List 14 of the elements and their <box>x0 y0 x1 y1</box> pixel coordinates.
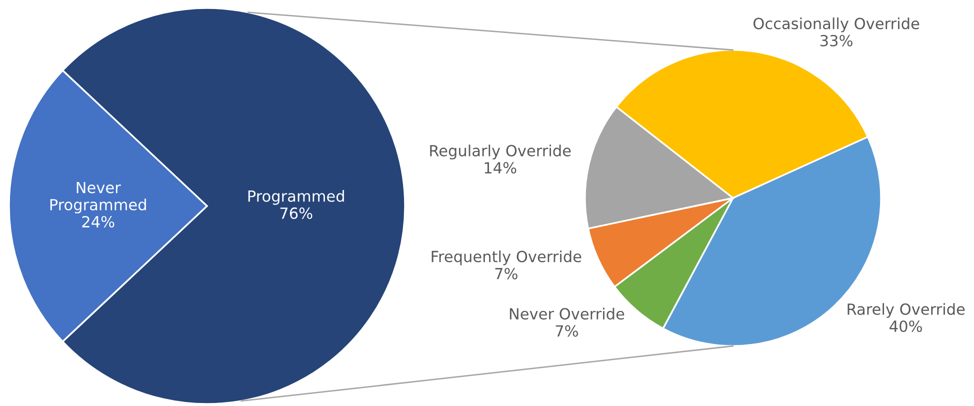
data-label: 7% <box>556 325 578 337</box>
data-label: 7% <box>495 268 518 280</box>
slice-label: Occasionally Override <box>754 17 920 32</box>
slice-label: Never Override <box>510 308 624 320</box>
slice-label: Programmed <box>248 190 344 205</box>
data-label: 24% <box>82 216 114 228</box>
data-label: 76% <box>280 207 312 219</box>
data-label: 33% <box>820 34 852 46</box>
data-label: 40% <box>890 320 922 332</box>
data-label: 14% <box>484 162 516 174</box>
slice-label: Frequently Override <box>432 250 582 266</box>
slice-label: Regularly Override <box>430 144 571 160</box>
slice-label: Never Programmed <box>50 182 146 214</box>
slice-label: Rarely Override <box>848 303 965 318</box>
